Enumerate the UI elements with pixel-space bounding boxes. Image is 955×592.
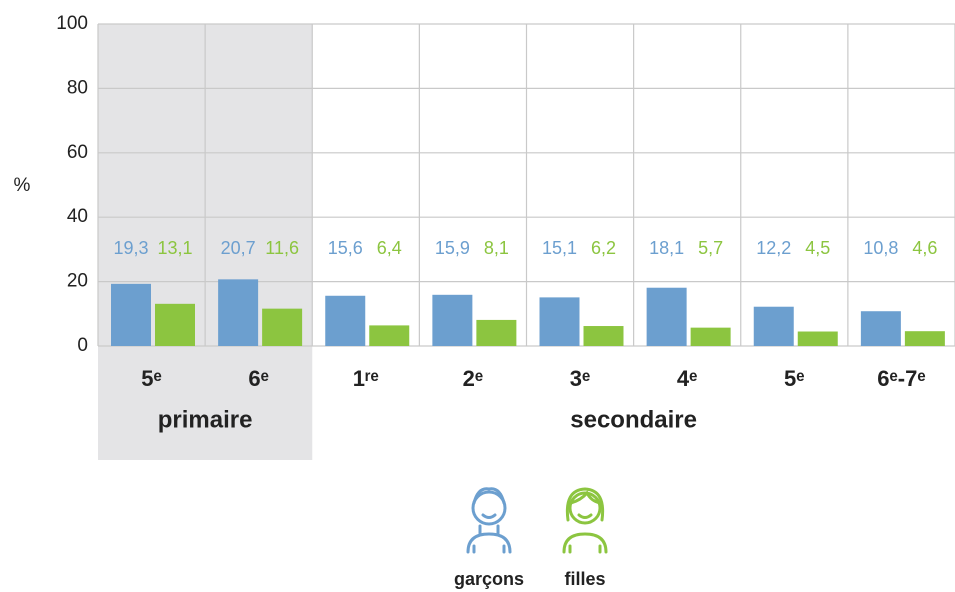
bar <box>646 287 687 346</box>
bar <box>325 295 366 346</box>
value-label: 4,5 <box>805 238 830 258</box>
bar <box>753 306 794 346</box>
bar <box>111 283 151 346</box>
bar <box>476 319 517 346</box>
girl-icon <box>562 487 608 554</box>
y-tick-label: 40 <box>67 206 88 227</box>
value-label: 15,9 <box>435 238 470 258</box>
y-tick-label: 20 <box>67 271 88 292</box>
bar <box>218 279 259 346</box>
y-tick-label: 0 <box>77 335 88 356</box>
x-tick-label: 1ʳᵉ <box>353 366 379 391</box>
x-tick-label: 5ᵉ <box>141 366 162 391</box>
bar <box>690 327 731 346</box>
x-tick-label: 6ᵉ <box>248 366 269 391</box>
legend-label: garçons <box>454 569 524 589</box>
value-label: 20,7 <box>221 238 256 258</box>
value-label: 13,1 <box>157 238 192 258</box>
value-label: 8,1 <box>484 238 509 258</box>
bar <box>432 294 473 346</box>
x-tick-label: 5ᵉ <box>784 366 805 391</box>
bar <box>369 325 410 346</box>
value-label: 5,7 <box>698 238 723 258</box>
value-label: 12,2 <box>756 238 791 258</box>
bar <box>539 297 580 346</box>
x-tick-label: 2ᵉ <box>463 366 484 391</box>
bar <box>583 326 624 346</box>
bar <box>860 311 901 346</box>
bar <box>797 331 838 346</box>
x-tick-label: 3ᵉ <box>570 366 591 391</box>
value-label: 11,6 <box>265 238 299 258</box>
x-tick-label: 4ᵉ <box>677 366 698 391</box>
value-label: 15,1 <box>542 238 577 258</box>
value-label: 6,2 <box>591 238 616 258</box>
bar <box>262 308 303 346</box>
value-label: 19,3 <box>113 238 148 258</box>
value-label: 18,1 <box>649 238 684 258</box>
legend-label: filles <box>564 569 605 589</box>
y-tick-label: 60 <box>67 142 88 163</box>
y-tick-label: 100 <box>56 13 88 34</box>
bar <box>155 303 195 346</box>
y-axis-label: % <box>14 175 31 196</box>
value-label: 4,6 <box>912 238 937 258</box>
group-label: primaire <box>158 406 253 433</box>
y-tick-label: 80 <box>67 77 88 98</box>
value-label: 6,4 <box>377 238 402 258</box>
background <box>97 23 955 460</box>
group-label: secondaire <box>570 406 697 433</box>
value-label: 15,6 <box>328 238 363 258</box>
bar <box>904 331 945 346</box>
x-tick-label: 6ᵉ-7ᵉ <box>877 366 925 391</box>
boy-icon <box>466 487 512 554</box>
value-label: 10,8 <box>863 238 898 258</box>
